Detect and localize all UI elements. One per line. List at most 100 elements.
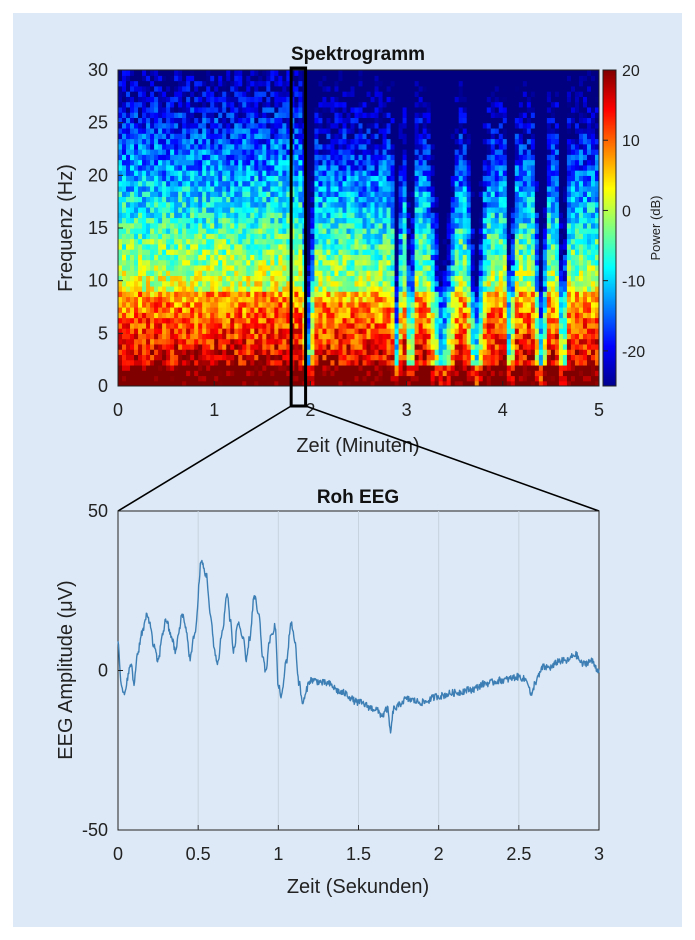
spectrogram-cell: [278, 112, 283, 118]
spectrogram-cell: [342, 317, 348, 324]
spectrogram-cell: [430, 133, 436, 140]
spectrogram-cell: [202, 364, 207, 371]
spectrogram-cell: [238, 312, 243, 319]
spectrogram-cell: [386, 238, 392, 245]
spectrogram-cell: [442, 154, 448, 161]
spectrogram-cell: [398, 70, 404, 76]
spectrogram-cell: [246, 301, 251, 308]
spectrogram-cell: [334, 191, 340, 197]
spectrogram-cell: [130, 238, 135, 245]
spectrogram-cell: [366, 354, 372, 361]
spectrogram-cell: [386, 243, 392, 250]
spectrogram-cell: [206, 70, 211, 76]
spectrogram-cell: [142, 122, 147, 129]
spectrogram-cell: [198, 270, 203, 276]
spectrogram-cell: [382, 96, 388, 103]
spectrogram-cell: [438, 91, 444, 97]
spectrogram-cell: [398, 264, 404, 271]
spectrogram-cell: [242, 170, 247, 176]
spectrogram-cell: [414, 206, 420, 213]
spectrogram-cell: [138, 228, 143, 234]
spectrogram-cell: [186, 307, 191, 313]
spectrogram-cell: [310, 285, 316, 292]
spectrogram-cell: [242, 191, 247, 197]
spectrogram-cell: [286, 270, 291, 276]
spectrogram-cell: [326, 143, 332, 150]
spectrogram-cell: [222, 170, 227, 176]
spectrogram-cell: [314, 80, 320, 87]
spectrogram-cell: [430, 307, 436, 313]
spectrogram-cell: [202, 343, 207, 350]
spectrogram-cell: [138, 307, 143, 313]
spectrogram-cell: [206, 307, 211, 313]
spectrogram-cell: [370, 159, 376, 166]
spectrogram-cell: [178, 349, 183, 355]
spectrogram-cell: [218, 333, 223, 340]
spectrogram-cell: [342, 106, 348, 113]
spectrogram-cell: [206, 206, 211, 213]
spectrogram-cell: [242, 80, 247, 87]
spectrogram-cell: [446, 249, 452, 255]
spectrogram-cell: [158, 217, 163, 224]
spectrogram-cell: [258, 333, 263, 340]
spectrogram-cell: [410, 154, 416, 161]
spectrogram-cell: [386, 70, 392, 76]
spectrogram-cell: [378, 296, 384, 303]
spectrogram-cell: [358, 133, 364, 140]
spectrogram-cell: [446, 217, 452, 224]
spectrogram-cell: [198, 375, 203, 382]
spectrogram-cell: [202, 259, 207, 266]
spectrogram-cell: [390, 101, 396, 108]
spectrogram-cell: [306, 249, 311, 255]
spectrogram-cell: [390, 354, 396, 361]
spectrogram-cell: [446, 312, 452, 319]
spectrogram-cell: [258, 270, 263, 276]
spectrogram-cell: [434, 222, 440, 229]
spectrogram-cell: [350, 338, 356, 345]
spectrogram-cell: [278, 328, 283, 334]
spectrogram-cell: [418, 170, 424, 176]
spectrogram-cell: [250, 354, 255, 361]
spectrogram-cell: [230, 307, 235, 313]
spectrogram-cell: [362, 354, 368, 361]
spectrogram-cell: [358, 259, 364, 266]
spectrogram-cell: [394, 196, 400, 203]
spectrogram-cell: [362, 117, 368, 124]
spectrogram-cell: [178, 338, 183, 345]
spectrogram-cell: [438, 164, 444, 171]
spectrogram-cell: [162, 191, 167, 197]
spectrogram-cell: [370, 380, 376, 386]
spectrogram-cell: [206, 180, 211, 187]
spectrogram-cell: [222, 370, 227, 377]
spectrogram-cell: [126, 264, 131, 271]
spectrogram-cell: [446, 191, 452, 197]
spectrogram-cell: [190, 296, 195, 303]
spectrogram-cell: [314, 296, 320, 303]
spectrogram-cell: [242, 196, 247, 203]
spectrogram-cell: [334, 222, 340, 229]
spectrogram-cell: [146, 317, 151, 324]
spectrogram-cell: [442, 301, 448, 308]
spectrogram-cell: [290, 322, 295, 329]
spectrogram-cell: [382, 80, 388, 87]
spectrogram-cell: [402, 112, 408, 118]
spectrogram-cell: [346, 80, 352, 87]
spectrogram-cell: [158, 380, 163, 386]
spectrogram-cell: [234, 222, 239, 229]
spectrogram-cell: [118, 333, 123, 340]
spectrogram-cell: [294, 317, 299, 324]
spectrogram-cell: [262, 154, 267, 161]
spectrogram-cell: [338, 243, 344, 250]
spectrogram-cell: [418, 70, 424, 76]
spectrogram-cell: [378, 375, 384, 382]
spectrogram-cell: [222, 375, 227, 382]
spectrogram-cell: [258, 206, 263, 213]
spectrogram-cell: [230, 80, 235, 87]
spectrogram-cell: [270, 91, 275, 97]
spectrogram-cell: [122, 338, 127, 345]
spectrogram-cell: [434, 149, 440, 155]
spectrogram-cell: [162, 343, 167, 350]
spectrogram-cell: [242, 364, 247, 371]
spectrogram-cell: [126, 122, 131, 129]
spectrogram-cell: [194, 254, 199, 261]
